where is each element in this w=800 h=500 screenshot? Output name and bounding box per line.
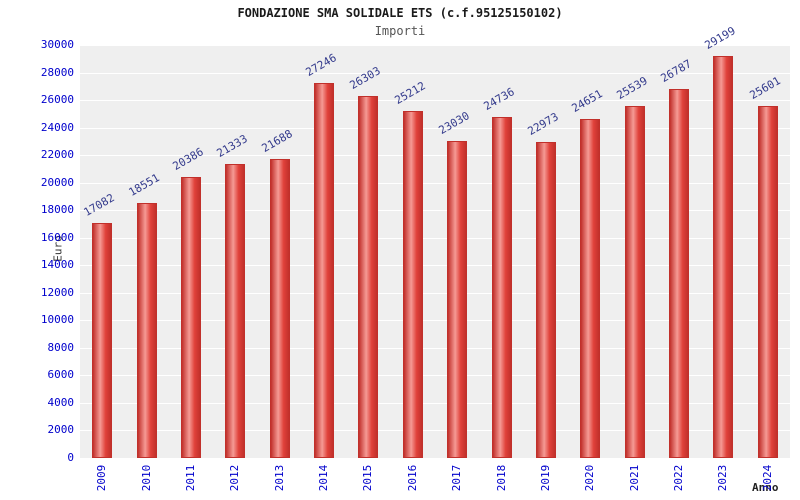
gridline (80, 237, 790, 239)
y-tick-label: 18000 (40, 203, 74, 217)
bar-value-label: 23030 (436, 109, 472, 137)
bar-2014 (314, 82, 335, 458)
y-tick-label: 4000 (47, 395, 75, 409)
gridline (80, 347, 790, 349)
x-tick-label: 2012 (228, 464, 242, 492)
bar-2015 (358, 95, 379, 458)
y-tick-label: 24000 (40, 120, 74, 134)
gridline (80, 320, 790, 322)
bar-2018 (491, 117, 512, 458)
bar-2010 (136, 202, 157, 458)
page-subtitle: Importi (374, 24, 426, 38)
gridline (80, 127, 790, 129)
y-tick-label: 22000 (40, 148, 74, 162)
bar-value-label: 20386 (170, 145, 206, 174)
gridline (80, 155, 790, 157)
bar-value-label: 25212 (392, 79, 428, 107)
y-tick-label: 6000 (47, 368, 75, 382)
y-tick-label: 26000 (40, 93, 74, 107)
bar-2019 (535, 141, 556, 458)
bar-2020 (580, 118, 601, 458)
x-tick-label: 2009 (95, 464, 109, 492)
x-tick-label: 2022 (672, 464, 686, 492)
y-tick-label: 2000 (47, 423, 75, 437)
page-title: FONDAZIONE SMA SOLIDALE ETS (c.f.9512515… (237, 6, 563, 20)
y-tick-label: 28000 (40, 65, 74, 79)
gridline (80, 100, 790, 102)
x-tick-label: 2024 (760, 464, 774, 492)
bar-2023 (713, 56, 734, 458)
bar-value-label: 27246 (303, 51, 339, 79)
bar-value-label: 24651 (569, 86, 605, 115)
x-axis-label: Anno (752, 481, 779, 494)
plot-area: 17082 18551 20386 21333 21688 27246 26303 25212… (80, 24, 790, 458)
bar-2011 (180, 177, 201, 458)
y-tick-label: 16000 (40, 230, 74, 244)
bar-value-label: 18551 (126, 170, 162, 199)
bar-2022 (669, 89, 690, 458)
bar-value-label: 26787 (658, 57, 694, 86)
bar-2009 (92, 222, 113, 458)
y-tick-label: 20000 (40, 175, 74, 189)
bar-value-label: 26303 (347, 64, 384, 92)
x-tick-label: 2023 (716, 464, 730, 492)
y-tick-label: 10000 (40, 313, 74, 327)
gridline (80, 210, 790, 212)
bar-value-label: 21688 (259, 127, 295, 156)
x-tick-label: 2013 (272, 464, 286, 492)
x-tick-label: 2020 (583, 464, 597, 492)
gridline (80, 182, 790, 184)
x-tick-label: 2019 (538, 464, 552, 492)
y-tick-label: 30000 (40, 38, 74, 51)
bar-value-label: 21333 (214, 132, 250, 161)
x-tick-label: 2016 (405, 464, 419, 492)
bar-2012 (225, 164, 246, 458)
gridline (80, 265, 790, 267)
gridline (80, 45, 790, 46)
y-tick-label: 0 (67, 451, 74, 464)
bar-value-label: 25601 (747, 73, 783, 102)
x-tick-label: 2014 (317, 464, 331, 492)
y-tick-label: 8000 (47, 340, 75, 354)
gridline (80, 430, 790, 432)
x-tick-label: 2010 (139, 464, 153, 492)
gridline (80, 375, 790, 377)
bar-value-label: 17082 (81, 191, 117, 219)
bar-value-label: 25539 (614, 74, 650, 103)
bar-2024 (757, 105, 778, 458)
bar-value-label: 22973 (525, 109, 561, 138)
bar-2021 (624, 106, 645, 458)
gridline (80, 72, 790, 74)
x-tick-label: 2018 (494, 464, 508, 492)
bar-2013 (269, 159, 290, 458)
bar-2017 (447, 140, 468, 458)
gridline (80, 292, 790, 294)
x-tick-label: 2015 (361, 464, 375, 492)
x-tick-label: 2021 (627, 464, 641, 492)
gridline (80, 402, 790, 404)
bar-2016 (402, 110, 423, 458)
bar-value-label: 24736 (481, 85, 517, 114)
y-tick-label: 12000 (40, 285, 74, 299)
x-tick-label: 2011 (183, 464, 197, 492)
y-tick-label: 14000 (40, 258, 74, 272)
x-tick-label: 2017 (450, 464, 464, 492)
